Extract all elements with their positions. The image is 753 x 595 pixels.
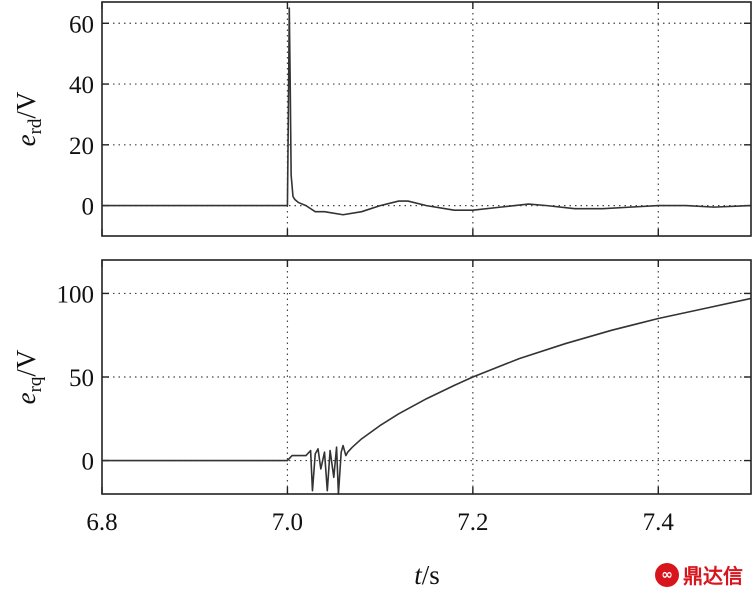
watermark: ∞ 鼎达信 <box>655 560 743 589</box>
bottom-ytick-label: 100 <box>57 281 95 308</box>
x-axis-label-unit: /s <box>422 560 440 590</box>
top-panel: 0 20 40 60 erd/V <box>11 1 752 237</box>
x-axis-label: t/s <box>414 560 440 590</box>
logo-icon: ∞ <box>655 562 679 587</box>
top-y-axis-label: erd/V <box>11 91 46 146</box>
bottom-y-axis-subscript: rq <box>25 376 46 392</box>
top-y-axis-subscript: rd <box>25 118 46 134</box>
bottom-ytick-label: 50 <box>69 365 94 392</box>
bottom-y-axis-symbol: e <box>11 392 41 404</box>
bottom-panel: 0 50 100 erq/V 6.8 7.0 7.2 7.4 <box>11 259 752 536</box>
watermark-text: 鼎达信 <box>683 564 743 588</box>
top-series-line <box>102 7 752 216</box>
bottom-y-axis-label: erq/V <box>11 349 46 404</box>
top-ytick-label: 40 <box>69 72 94 99</box>
top-plot-frame <box>101 1 752 237</box>
bottom-series-line <box>102 297 752 495</box>
xtick-label: 7.4 <box>643 509 675 536</box>
x-axis-label-symbol: t <box>414 560 423 590</box>
bottom-y-axis-unit: /V <box>11 349 41 377</box>
top-ytick-label: 20 <box>69 133 94 160</box>
bottom-ytick-label: 0 <box>82 449 95 476</box>
xtick-label: 6.8 <box>86 509 117 536</box>
bottom-plot-frame <box>101 259 752 495</box>
top-ytick-label: 60 <box>69 11 94 38</box>
xtick-label: 7.0 <box>272 509 303 536</box>
top-y-axis-unit: /V <box>11 91 41 119</box>
top-ytick-label: 0 <box>82 194 95 221</box>
xtick-label: 7.2 <box>457 509 488 536</box>
top-y-axis-symbol: e <box>11 134 41 146</box>
